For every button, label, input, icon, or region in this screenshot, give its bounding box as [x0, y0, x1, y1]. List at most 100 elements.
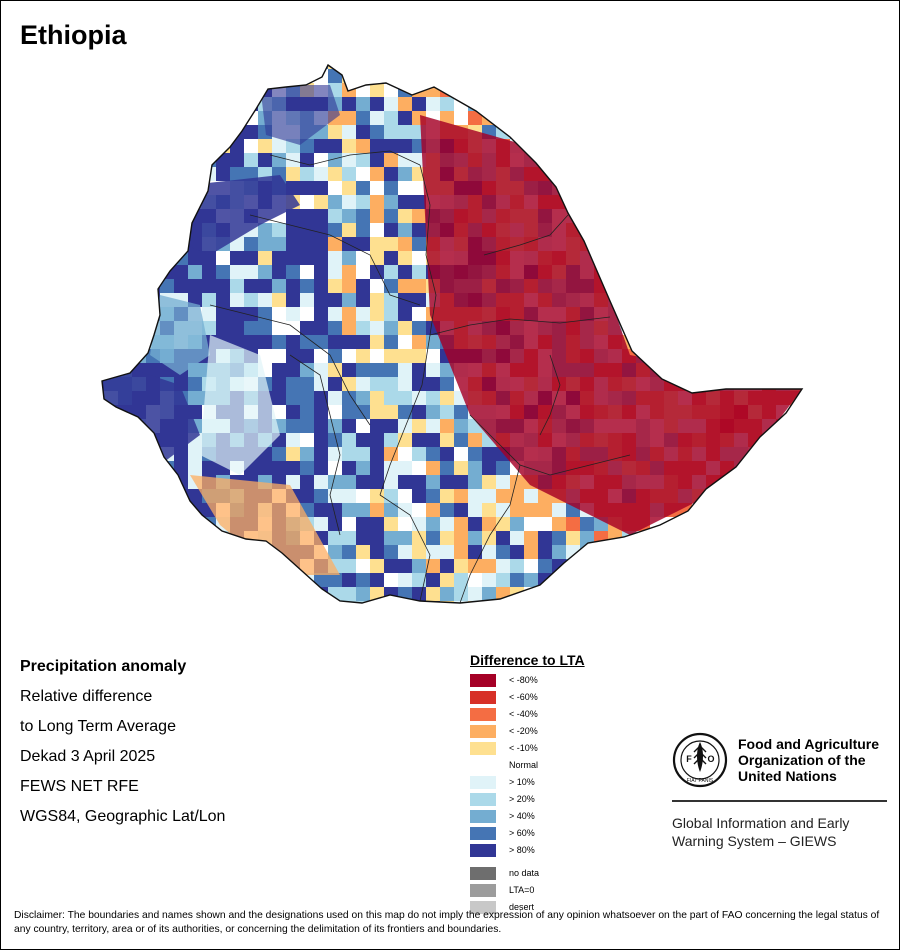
raster-cell [720, 83, 734, 97]
raster-cell [188, 587, 202, 601]
raster-cell [160, 139, 174, 153]
raster-cell [286, 307, 300, 321]
raster-cell [734, 335, 748, 349]
raster-cell [566, 139, 580, 153]
raster-cell [818, 377, 820, 391]
raster-cell [594, 209, 608, 223]
raster-cell [818, 349, 820, 363]
raster-cell [454, 111, 468, 125]
raster-cell [468, 545, 482, 559]
raster-cell [580, 83, 594, 97]
raster-cell [160, 125, 174, 139]
raster-cell [272, 139, 286, 153]
raster-cell [790, 405, 802, 419]
raster-cell [160, 475, 174, 489]
raster-cell [664, 363, 678, 377]
raster-cell [482, 489, 496, 503]
raster-cell [706, 489, 720, 503]
raster-cell [216, 321, 230, 335]
raster-cell [776, 461, 790, 475]
raster-cell [818, 195, 820, 209]
raster-cell [706, 559, 720, 573]
raster-cell [412, 531, 426, 545]
raster-cell [552, 573, 566, 587]
raster-cell [342, 125, 356, 139]
raster-cell [566, 181, 580, 195]
raster-cell [678, 321, 692, 335]
raster-cell [286, 167, 300, 181]
raster-cell [146, 65, 160, 69]
raster-cell [356, 125, 370, 139]
raster-cell [678, 139, 692, 153]
raster-cell [804, 237, 818, 251]
raster-cell [146, 601, 160, 603]
raster-cell [230, 293, 244, 307]
raster-cell [622, 587, 636, 601]
raster-cell [734, 209, 748, 223]
raster-cell [426, 461, 440, 475]
raster-cell [314, 419, 328, 433]
raster-cell [258, 573, 272, 587]
raster-cell [412, 433, 426, 447]
raster-cell [132, 531, 146, 545]
raster-cell [118, 279, 132, 293]
raster-cell [706, 321, 720, 335]
raster-cell [398, 391, 412, 405]
raster-cell [678, 587, 692, 601]
raster-cell [440, 111, 454, 125]
raster-cell [188, 517, 202, 531]
raster-cell [622, 601, 636, 603]
raster-cell [762, 363, 776, 377]
raster-cell [342, 531, 356, 545]
raster-cell [370, 433, 384, 447]
raster-cell [804, 223, 818, 237]
raster-cell [216, 83, 230, 97]
legend-label: < -80% [509, 675, 538, 685]
raster-cell [734, 587, 748, 601]
raster-cell [594, 559, 608, 573]
raster-cell [440, 503, 454, 517]
raster-cell [398, 97, 412, 111]
raster-cell [188, 461, 202, 475]
raster-cell [384, 69, 398, 83]
raster-cell [804, 517, 818, 531]
raster-cell [790, 251, 802, 265]
raster-cell [202, 307, 216, 321]
raster-cell [286, 251, 300, 265]
raster-cell [412, 545, 426, 559]
raster-cell [706, 97, 720, 111]
raster-cell [552, 111, 566, 125]
raster-cell [580, 181, 594, 195]
raster-cell [300, 293, 314, 307]
raster-cell [790, 209, 802, 223]
raster-cell [102, 279, 104, 293]
raster-cell [748, 83, 762, 97]
raster-cell [174, 139, 188, 153]
raster-cell [650, 181, 664, 195]
raster-cell [398, 503, 412, 517]
raster-cell [818, 125, 820, 139]
raster-cell [104, 461, 118, 475]
raster-cell [230, 279, 244, 293]
raster-cell [734, 69, 748, 83]
raster-cell [804, 405, 818, 419]
raster-cell [370, 111, 384, 125]
raster-cell [356, 153, 370, 167]
info-line: Dekad 3 April 2025 [20, 748, 156, 765]
raster-cell [776, 503, 790, 517]
raster-cell [300, 65, 314, 69]
raster-cell [622, 237, 636, 251]
raster-cell [104, 363, 118, 377]
raster-cell [762, 97, 776, 111]
raster-cell [118, 153, 132, 167]
raster-cell [132, 181, 146, 195]
raster-cell [748, 65, 762, 69]
raster-cell [440, 475, 454, 489]
raster-cell [678, 153, 692, 167]
raster-cell [412, 461, 426, 475]
raster-cell [102, 349, 104, 363]
raster-cell [608, 265, 622, 279]
raster-cell [818, 587, 820, 601]
raster-cell [104, 153, 118, 167]
raster-cell [356, 181, 370, 195]
